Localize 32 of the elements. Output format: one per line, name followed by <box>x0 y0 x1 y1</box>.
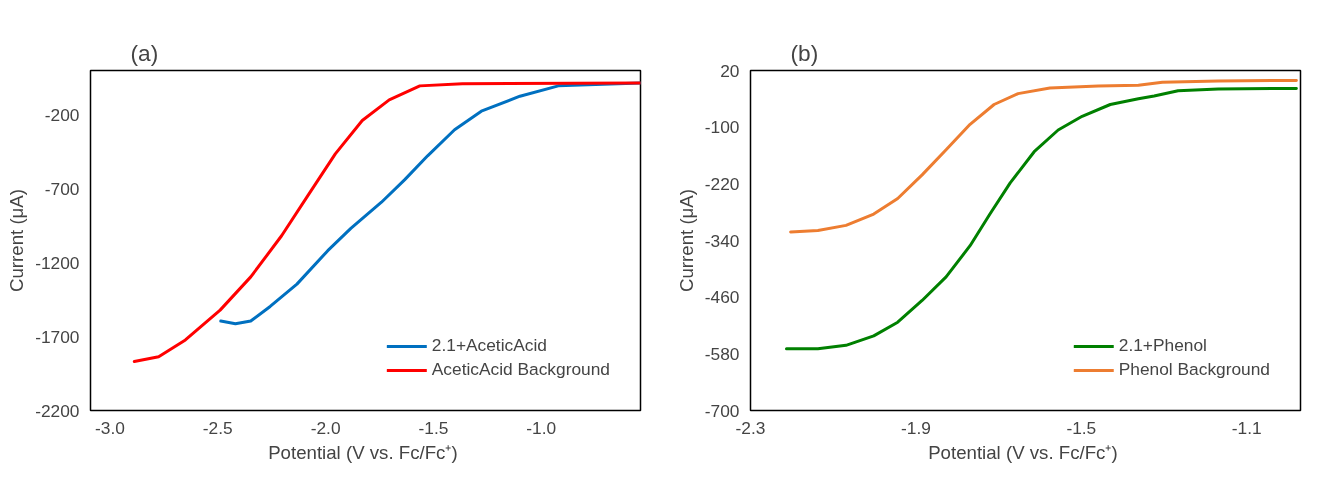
x-axis-title: Potential (V vs. Fc/Fc⁺) <box>928 441 1118 463</box>
x-tick-label: -3.0 <box>94 417 125 438</box>
y-tick-label: -100 <box>704 117 740 138</box>
x-tick-label: -1.5 <box>1066 417 1097 438</box>
chart-title: (b) <box>790 39 819 66</box>
chart-title: (a) <box>130 39 159 66</box>
y-tick-label: 20 <box>720 60 740 81</box>
legend-label: 2.1+AceticAcid <box>431 335 547 356</box>
x-tick-label: -1.0 <box>526 417 557 438</box>
x-tick-label: -1.5 <box>418 417 449 438</box>
x-axis-title: Potential (V vs. Fc/Fc⁺) <box>268 441 458 463</box>
line-series <box>789 78 1298 234</box>
y-tick-label: -220 <box>704 173 740 194</box>
y-tick-label: -2200 <box>35 400 80 421</box>
y-axis-title: Current (μA) <box>675 188 697 293</box>
x-tick-label: -2.0 <box>310 417 341 438</box>
legend-label: Phenol Background <box>1118 359 1270 380</box>
y-tick-label: -1700 <box>35 326 80 347</box>
y-tick-label: -1200 <box>35 252 80 273</box>
x-tick-label: -1.1 <box>1231 417 1262 438</box>
y-tick-label: -340 <box>704 230 740 251</box>
y-tick-label: -460 <box>704 287 740 308</box>
x-tick-label: -1.9 <box>900 417 931 438</box>
legend-label: AceticAcid Background <box>431 359 610 380</box>
line-series <box>784 86 1298 351</box>
y-tick-label: -580 <box>704 343 740 364</box>
line-series <box>132 81 641 364</box>
legend-label: 2.1+Phenol <box>1118 335 1207 356</box>
y-axis-title: Current (μA) <box>6 188 28 293</box>
y-tick-label: -200 <box>44 104 80 125</box>
x-tick-label: -2.5 <box>202 417 233 438</box>
y-tick-label: -700 <box>44 178 80 199</box>
